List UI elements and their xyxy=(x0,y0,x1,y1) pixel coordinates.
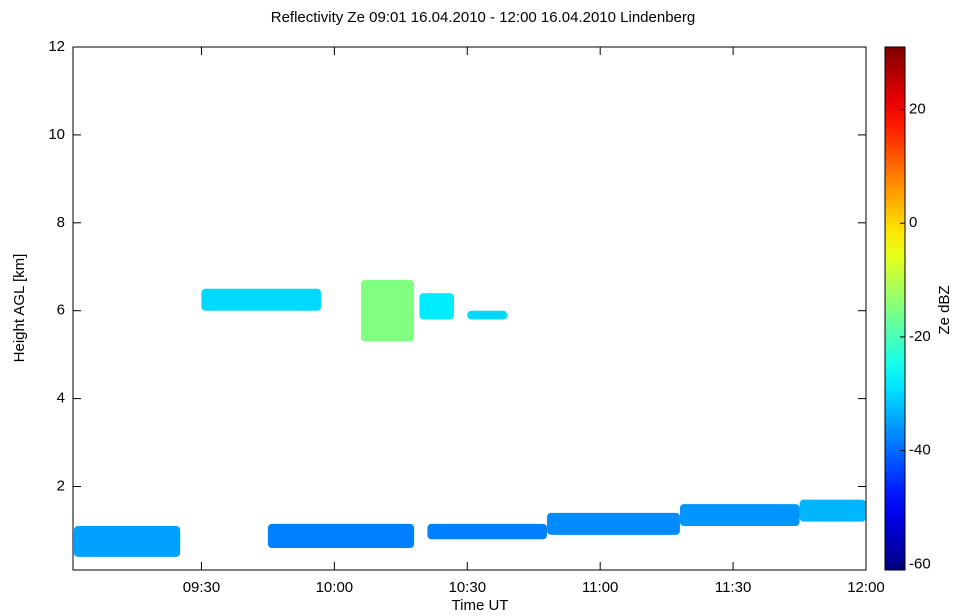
x-tick-label: 09:30 xyxy=(183,579,221,596)
colorbar-frame xyxy=(884,46,906,571)
echo xyxy=(467,310,508,320)
y-tick-label: 10 xyxy=(48,126,65,143)
colorbar-tick-label: -20 xyxy=(909,328,931,345)
x-axis-label: Time UT xyxy=(452,597,509,614)
x-tick-label: 12:00 xyxy=(847,579,885,596)
echo xyxy=(73,526,181,557)
plot-frame xyxy=(72,46,867,571)
echo xyxy=(419,293,454,320)
y-tick-label: 8 xyxy=(57,214,65,231)
y-tick-label: 12 xyxy=(48,38,65,55)
echo xyxy=(427,523,548,540)
x-tick-label: 10:00 xyxy=(316,579,354,596)
chart-title: Reflectivity Ze 09:01 16.04.2010 - 12:00… xyxy=(271,9,695,26)
y-tick-label: 2 xyxy=(57,477,65,494)
echo xyxy=(267,523,415,549)
y-tick-label: 6 xyxy=(57,302,65,319)
colorbar-tick-label: 20 xyxy=(909,101,926,118)
echo xyxy=(201,288,322,311)
echo xyxy=(360,279,415,342)
colorbar-tick-label: 0 xyxy=(909,214,917,231)
y-axis-label: Height AGL [km] xyxy=(11,254,28,363)
x-tick-label: 11:30 xyxy=(715,579,751,596)
x-tick-label: 10:30 xyxy=(449,579,487,596)
y-tick-label: 4 xyxy=(57,390,65,407)
colorbar-tick-label: -40 xyxy=(909,442,931,459)
colorbar-label: Ze dBZ xyxy=(936,285,953,334)
echo xyxy=(799,499,866,522)
colorbar xyxy=(885,47,905,570)
x-tick-label: 11:00 xyxy=(582,579,618,596)
echo xyxy=(679,504,800,527)
echo xyxy=(547,512,680,535)
colorbar-tick-label: -60 xyxy=(909,555,931,572)
